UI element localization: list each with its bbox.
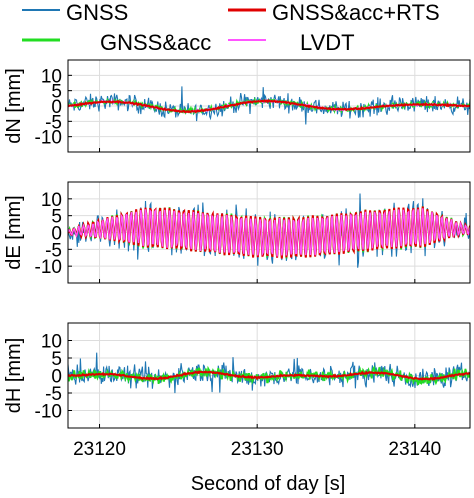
legend-label-gnss-acc: GNSS&acc	[100, 30, 211, 55]
y-tick-label: -5	[45, 112, 62, 133]
x-tick-label: 23120	[73, 439, 126, 460]
y-tick-label: 5	[51, 207, 62, 228]
y-tick-label: -5	[45, 384, 62, 405]
series-2-gnss-acc-rts	[68, 370, 470, 381]
legend-label-lvdt: LVDT	[300, 30, 355, 55]
y-tick-label: 0	[51, 97, 62, 118]
x-axis-label: Second of day [s]	[191, 473, 346, 495]
plot-frame-2	[67, 322, 471, 429]
y-tick-label: 5	[51, 349, 62, 370]
x-tick-label: 23140	[388, 439, 441, 460]
y-tick-label: 10	[41, 190, 62, 211]
legend-label-gnss: GNSS	[66, 0, 128, 25]
series-0-gnss-acc-rts	[68, 99, 470, 114]
y-tick-label: -10	[35, 402, 62, 423]
y-tick-label: -10	[35, 257, 62, 278]
plot-frame-1	[67, 181, 471, 284]
y-tick-label: 10	[41, 332, 62, 353]
y-axis-label-0: dN [mm]	[3, 68, 25, 144]
plot-frame-0	[67, 59, 471, 153]
y-tick-label: 0	[51, 367, 62, 388]
y-axis-label-1: dE [mm]	[3, 195, 25, 269]
y-tick-label: 0	[51, 224, 62, 245]
x-tick-label: 23130	[231, 439, 284, 460]
y-tick-label: 5	[51, 82, 62, 103]
series-1-lvdt	[68, 208, 470, 257]
legend-label-gnss-acc-rts: GNSS&acc+RTS	[272, 0, 440, 25]
y-tick-label: -10	[35, 128, 62, 149]
y-axis-label-2: dH [mm]	[3, 338, 25, 414]
y-tick-label: 10	[41, 66, 62, 87]
y-tick-label: -5	[45, 240, 62, 261]
legend: GNSS GNSS&acc+RTS GNSS&acc LVDT	[22, 0, 440, 55]
